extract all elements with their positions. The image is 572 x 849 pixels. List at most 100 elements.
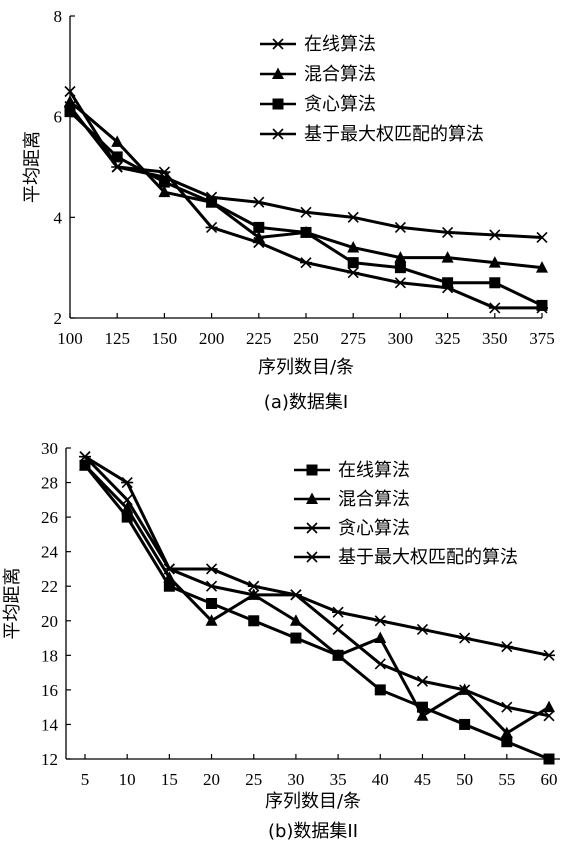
x-marker [536, 231, 548, 244]
x-tick-label: 35 [330, 770, 347, 789]
star-marker [347, 267, 360, 279]
series-square [64, 106, 548, 311]
x-marker [272, 38, 284, 50]
x-tick-label: 45 [414, 770, 431, 789]
x-tick-label: 300 [388, 329, 414, 348]
x-tick-label: 250 [293, 329, 319, 348]
x-tick-label: 40 [372, 770, 389, 789]
x-tick-label: 15 [161, 770, 178, 789]
chart-caption: (b)数据集II [268, 821, 358, 842]
square-marker [489, 277, 501, 289]
square-marker [64, 106, 76, 118]
legend-item: 混合算法 [260, 64, 376, 85]
triangle-marker [543, 700, 555, 713]
legend-item: 在线算法 [260, 34, 376, 55]
square-marker [163, 580, 175, 592]
star-marker [488, 302, 501, 314]
x-tick-label: 55 [498, 770, 515, 789]
legend-label: 贪心算法 [338, 518, 410, 539]
star-marker [500, 641, 513, 653]
square-marker [111, 151, 123, 163]
star-marker [163, 563, 176, 575]
y-tick-label: 14 [41, 715, 59, 734]
x-tick-label: 30 [287, 770, 304, 789]
series-line [83, 464, 550, 735]
legend-label: 基于最大权匹配的算法 [338, 547, 518, 568]
x-tick-label: 100 [57, 329, 83, 348]
star-marker [458, 632, 471, 644]
series-triangle [64, 95, 548, 273]
star-marker [205, 563, 218, 575]
series-star [79, 451, 555, 661]
square-marker [253, 221, 265, 233]
triangle-marker [121, 501, 134, 514]
x-tick-label: 325 [435, 329, 461, 348]
x-marker [64, 85, 76, 98]
x-tick-label: 60 [541, 770, 558, 789]
triangle-marker [374, 631, 387, 644]
triangle-marker [111, 135, 124, 147]
triangle-marker [272, 67, 284, 79]
triangle-marker [394, 251, 407, 263]
x-marker [248, 589, 260, 601]
legend-item: 贪心算法 [260, 94, 376, 115]
y-tick-label: 26 [41, 508, 58, 527]
x-tick-label: 150 [152, 329, 178, 348]
triangle-marker [441, 251, 454, 263]
y-axis-label: 平均距离 [22, 131, 43, 203]
square-marker [306, 464, 318, 476]
x-marker [347, 211, 359, 223]
series-line [83, 464, 550, 761]
y-tick-label: 4 [54, 208, 63, 227]
x-tick-label: 10 [119, 770, 136, 789]
x-axis-label: 序列数目/条 [258, 357, 354, 378]
triangle-marker [347, 241, 360, 253]
star-marker [205, 221, 218, 233]
y-tick-label: 8 [54, 7, 63, 26]
star-marker [111, 161, 124, 173]
square-marker [442, 277, 454, 289]
y-tick-label: 16 [41, 681, 58, 700]
chart-panel-a: 2 4 6 8 100 125 150 200 225 250 275 300 325 350 375 序列数… [22, 7, 555, 413]
star-marker [272, 128, 284, 140]
square-marker [248, 615, 260, 627]
square-marker [374, 684, 386, 696]
series-x [79, 451, 555, 722]
square-marker [459, 718, 471, 730]
star-marker [121, 476, 134, 489]
triangle-marker [205, 614, 218, 626]
star-marker [79, 451, 91, 463]
legend-label: 基于最大权匹配的算法 [304, 124, 484, 145]
triangle-marker [332, 648, 345, 661]
x-tick-label: 350 [482, 329, 508, 348]
star-marker [300, 257, 312, 269]
x-marker [501, 701, 513, 713]
chart-panel-b: 12 14 16 18 20 22 24 26 28 30 5 10 15 20 25 30 35 40 45 50 5… [2, 439, 560, 842]
legend-label: 贪心算法 [304, 94, 376, 115]
x-tick-label: 225 [246, 329, 272, 348]
y-axis-label: 平均距离 [2, 568, 23, 640]
x-marker [300, 206, 312, 218]
y-tick-label: 24 [41, 543, 59, 562]
x-marker [332, 623, 344, 635]
triangle-marker [488, 256, 501, 268]
star-marker [374, 615, 387, 627]
triangle-marker [306, 492, 318, 504]
legend-label: 在线算法 [338, 460, 410, 481]
x-tick-label: 20 [203, 770, 220, 789]
triangle-marker [79, 458, 91, 471]
series-line [84, 455, 550, 657]
legend-item: 基于最大权匹配的算法 [260, 124, 484, 145]
y-tick-label: 20 [41, 612, 58, 631]
x-marker [121, 494, 133, 506]
star-marker [536, 302, 548, 314]
square-marker [206, 196, 218, 208]
star-marker [158, 166, 171, 178]
y-tick-label: 2 [54, 309, 63, 328]
star-marker [247, 580, 260, 592]
square-marker [206, 598, 218, 609]
legend-item: 混合算法 [294, 489, 410, 510]
triangle-marker [163, 571, 176, 583]
square-marker [501, 736, 513, 748]
